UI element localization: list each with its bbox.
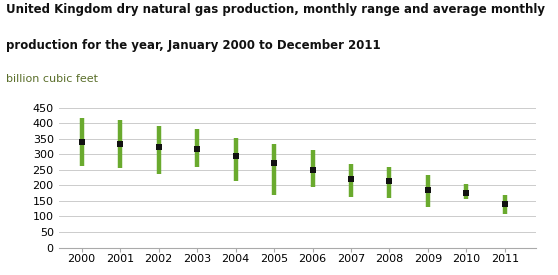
Text: production for the year, January 2000 to December 2011: production for the year, January 2000 to… xyxy=(6,39,380,51)
Text: billion cubic feet: billion cubic feet xyxy=(6,74,98,84)
Text: United Kingdom dry natural gas production, monthly range and average monthly: United Kingdom dry natural gas productio… xyxy=(6,3,545,16)
